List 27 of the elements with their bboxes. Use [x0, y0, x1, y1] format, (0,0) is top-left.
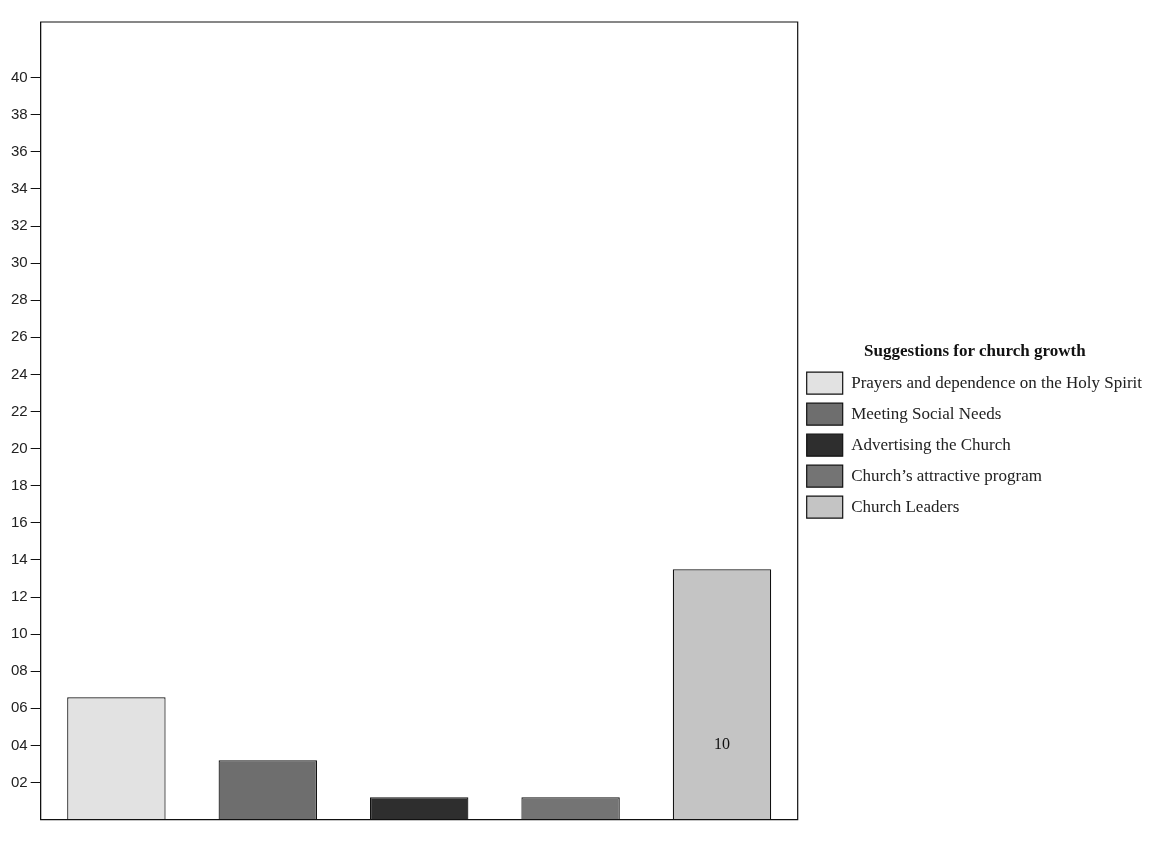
- y-tick-label: 22: [11, 401, 28, 419]
- y-tick-label: 02: [11, 772, 28, 790]
- y-tick-label: 08: [11, 661, 28, 679]
- legend-label: Church’s attractive program: [851, 465, 1042, 485]
- y-tick-label: 24: [11, 364, 28, 382]
- y-tick-label: 38: [11, 104, 28, 122]
- y-tick-label: 32: [11, 216, 28, 234]
- y-tick-label: 28: [11, 290, 28, 308]
- y-tick-label: 10: [11, 624, 28, 642]
- y-tick-label: 36: [11, 141, 28, 159]
- legend-label: Advertising the Church: [851, 434, 1012, 454]
- y-tick-label: 40: [11, 67, 28, 85]
- annotation: 10: [713, 734, 730, 752]
- y-tick-label: 12: [11, 587, 28, 605]
- legend-label: Prayers and dependence on the Holy Spirit: [851, 372, 1143, 392]
- legend-label: Church Leaders: [851, 496, 960, 516]
- y-tick-label: 18: [11, 475, 28, 493]
- y-tick-label: 04: [11, 735, 28, 753]
- y-tick-label: 06: [11, 698, 28, 716]
- y-tick-label: 14: [11, 550, 28, 568]
- y-tick-label: 34: [11, 179, 28, 197]
- y-tick-label: 20: [11, 438, 28, 456]
- y-tick-label: 30: [11, 253, 28, 271]
- legend-label: Meeting Social Needs: [851, 403, 1002, 423]
- y-tick-label: 16: [11, 512, 28, 530]
- legend-title: Suggestions for church growth: [864, 340, 1087, 360]
- y-tick-label: 26: [11, 327, 28, 345]
